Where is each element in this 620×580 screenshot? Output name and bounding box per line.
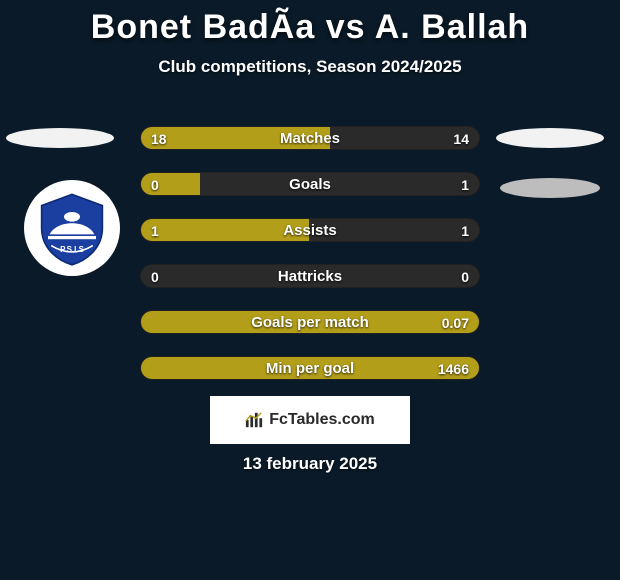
stat-value-right: 1 [461, 173, 469, 195]
stat-value-left: 0 [151, 173, 159, 195]
stat-row: Hattricks0 0 [140, 264, 480, 288]
stat-value-right: 1 [461, 219, 469, 241]
stats-bars: Matches1814Goals01Assists11Hattricks00Go… [140, 126, 480, 402]
stat-value-right: 0.07 [442, 311, 469, 333]
stat-label: Min per goal [141, 357, 479, 379]
stat-value-left: 1 [151, 219, 159, 241]
psis-shield-icon: P.S.I.S [32, 188, 112, 268]
fctables-label: FcTables.com [269, 411, 375, 429]
stat-value-left: 0 [151, 265, 159, 287]
page-title: Bonet BadÃ­a vs A. Ballah [0, 0, 620, 47]
stat-row: Matches18 14 [140, 126, 480, 150]
page-subtitle: Club competitions, Season 2024/2025 [0, 57, 620, 77]
stat-value-right: 0 [461, 265, 469, 287]
player-photo-oval-left [6, 128, 114, 148]
stat-label: Goals [141, 173, 479, 195]
club-logo-initials: P.S.I.S [60, 245, 85, 254]
bar-chart-icon [245, 411, 263, 429]
stat-value-right: 1466 [438, 357, 469, 379]
stat-row: Assists1 1 [140, 218, 480, 242]
comparison-infographic: Bonet BadÃ­a vs A. Ballah Club competiti… [0, 0, 620, 580]
stat-value-left: 18 [151, 127, 167, 149]
club-logo-badge: P.S.I.S [24, 180, 120, 276]
stat-row: Goals0 1 [140, 172, 480, 196]
fctables-branding: FcTables.com [210, 396, 410, 444]
stat-label: Hattricks [141, 265, 479, 287]
player-photo-oval-right [496, 128, 604, 148]
stat-label: Goals per match [141, 311, 479, 333]
stat-row: Goals per match0.07 [140, 310, 480, 334]
stat-label: Matches [141, 127, 479, 149]
snapshot-date: 13 february 2025 [0, 454, 620, 474]
stat-row: Min per goal1466 [140, 356, 480, 380]
stat-value-right: 14 [453, 127, 469, 149]
stat-label: Assists [141, 219, 479, 241]
player-photo-oval-right [500, 178, 600, 198]
